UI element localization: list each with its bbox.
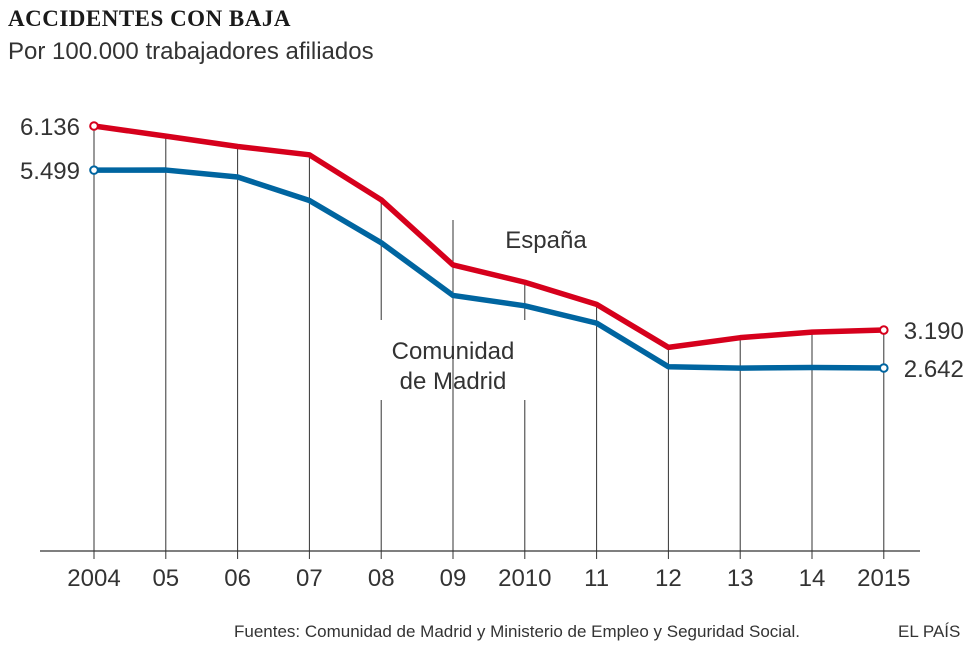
start-value-label: 6.136	[20, 114, 80, 141]
series-label-espana: España	[505, 227, 587, 254]
data-point	[879, 363, 889, 373]
x-tick-label: 14	[799, 565, 826, 592]
data-point	[879, 325, 889, 335]
x-tick-label: 2015	[857, 565, 910, 592]
series-label-madrid: Comunidad	[392, 338, 515, 365]
line-chart: 2004 05 06 07 08 09 2010 11 12 13 14 2015 6.136 3.19…	[20, 114, 964, 592]
end-value-label: 2.642	[904, 356, 964, 383]
x-tick-label: 13	[727, 565, 754, 592]
data-point	[89, 121, 99, 131]
chart-subtitle: Por 100.000 trabajadores afiliados	[8, 38, 374, 65]
x-tick-label: 2010	[498, 565, 551, 592]
end-value-label: 3.190	[904, 318, 964, 345]
x-tick-label: 08	[368, 565, 395, 592]
data-labels: 6.136 3.190 5.499 2.642 España Comunidad de Ma…	[20, 114, 964, 395]
series-label-madrid: de Madrid	[400, 368, 507, 395]
x-tick-label: 11	[584, 565, 609, 592]
x-tick-label: 09	[440, 565, 467, 592]
x-axis-ticks: 2004 05 06 07 08 09 2010 11 12 13 14 2015	[67, 565, 910, 592]
series-lines	[89, 121, 889, 373]
series-line-espana	[91, 123, 887, 351]
x-tick-label: 06	[224, 565, 251, 592]
gridlines	[93, 126, 885, 559]
x-tick-label: 05	[152, 565, 179, 592]
data-point	[89, 165, 99, 175]
x-tick-label: 12	[655, 565, 682, 592]
source-note: Fuentes: Comunidad de Madrid y Ministeri…	[234, 622, 801, 641]
x-tick-label: 2004	[67, 565, 120, 592]
chart-title: ACCIDENTES CON BAJA	[8, 6, 291, 31]
x-tick-label: 07	[296, 565, 323, 592]
start-value-label: 5.499	[20, 158, 80, 185]
series-line-madrid	[91, 167, 887, 371]
brand-credit: EL PAÍS	[898, 622, 961, 641]
